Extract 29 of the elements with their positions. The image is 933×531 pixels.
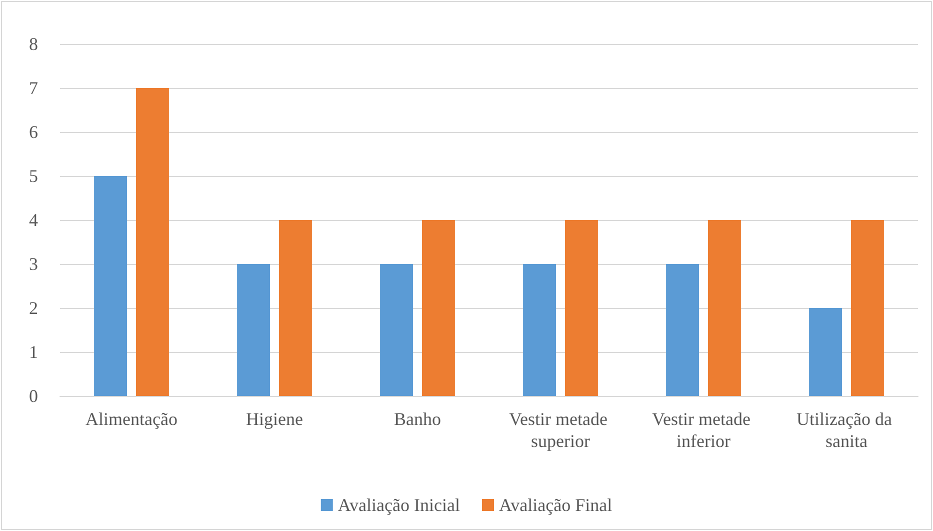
legend-label: Avaliação Inicial [338, 495, 460, 515]
y-tick-label: 6 [29, 122, 38, 142]
bar [564, 220, 598, 396]
y-tick-label: 7 [29, 78, 38, 98]
y-tick-label: 5 [29, 166, 38, 186]
x-tick-label: Alimentação [86, 409, 178, 429]
x-tick-label: Vestir metade superior [509, 409, 612, 451]
y-tick-label: 3 [29, 254, 38, 274]
x-tick-label: Higiene [246, 409, 303, 429]
bar [237, 264, 270, 396]
bar [523, 264, 556, 396]
x-tick-label: Banho [394, 409, 441, 429]
y-tick-label: 2 [29, 298, 38, 318]
bar [380, 264, 414, 396]
y-tick-label: 4 [29, 210, 38, 230]
y-tick-label: 1 [29, 342, 38, 362]
bar [422, 220, 455, 396]
legend-label: Avaliação Final [498, 495, 612, 515]
bar [136, 88, 169, 396]
bar [850, 220, 884, 396]
y-tick-label: 0 [29, 386, 38, 406]
bar [94, 176, 128, 396]
bar [666, 264, 700, 396]
bar [278, 220, 312, 396]
bar [708, 220, 741, 396]
x-tick-label: Utilização da sanita [796, 409, 896, 451]
x-tick-label: Vestir metade inferior [652, 409, 755, 451]
bar [809, 308, 842, 396]
y-tick-label: 8 [29, 34, 38, 54]
